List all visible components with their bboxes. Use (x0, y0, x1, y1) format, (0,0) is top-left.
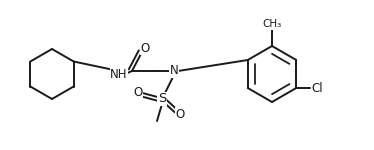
Text: Cl: Cl (312, 81, 323, 94)
Text: N: N (170, 64, 178, 78)
Text: NH: NH (110, 68, 128, 81)
Text: O: O (140, 42, 150, 54)
Text: CH₃: CH₃ (263, 19, 282, 29)
Text: O: O (175, 108, 185, 120)
Text: O: O (134, 85, 142, 99)
Text: S: S (158, 93, 166, 105)
